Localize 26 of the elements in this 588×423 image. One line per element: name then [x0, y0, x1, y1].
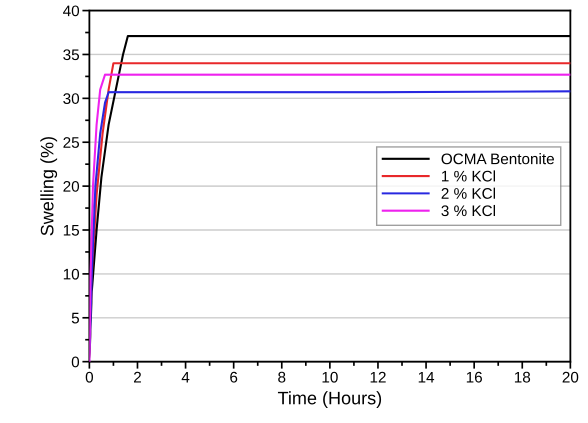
y-tick-label: 0	[72, 356, 80, 368]
legend-label: OCMA Bentonite	[442, 153, 554, 164]
x-tick-label: 16	[466, 372, 482, 383]
x-tick-label: 6	[230, 372, 238, 383]
y-tick-label: 10	[64, 268, 80, 280]
y-tick-label: 40	[63, 5, 80, 16]
y-axis-title: Swelling (%)	[40, 137, 58, 236]
y-tick-label: 25	[63, 137, 80, 148]
x-tick-label: 2	[134, 372, 141, 382]
y-tick-label: 15	[64, 225, 80, 236]
x-tick-label: 4	[182, 372, 190, 382]
y-tick-label: 20	[63, 180, 80, 192]
y-tick-label: 35	[63, 49, 80, 60]
legend-label: 3 % KCl	[441, 204, 496, 216]
x-tick-label: 18	[514, 372, 530, 383]
x-tick-label: 10	[322, 372, 338, 383]
legend-label: 2 % KCl	[442, 188, 496, 199]
y-tick-label: 5	[72, 312, 80, 324]
x-axis-title: Time (Hours)	[278, 391, 382, 408]
legend-label: 1 % KCl	[442, 170, 496, 182]
y-tick-label: 30	[63, 93, 80, 104]
x-tick-label: 20	[562, 372, 578, 383]
x-tick-label: 14	[418, 372, 434, 382]
x-tick-label: 0	[86, 372, 94, 383]
x-tick-label: 12	[370, 372, 386, 382]
x-tick-label: 8	[278, 372, 286, 383]
